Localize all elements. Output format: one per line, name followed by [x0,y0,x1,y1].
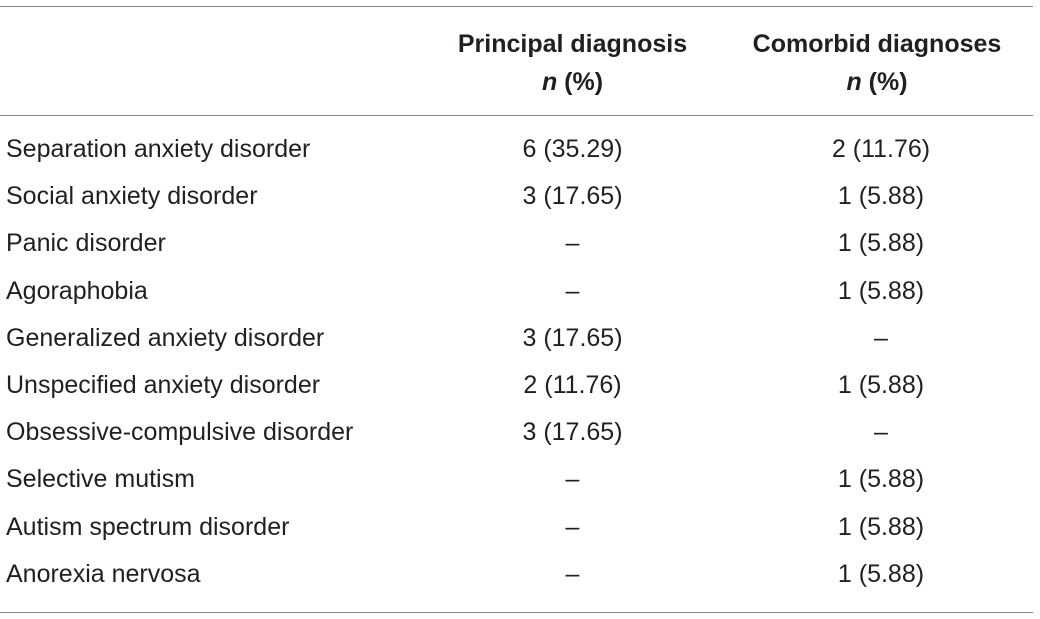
header-comorbid-diagnoses: Comorbid diagnoses n (%) [721,6,1033,116]
row-label: Panic disorder [6,229,166,258]
comorbid-n-symbol: n [846,68,862,96]
header-principal-diagnosis: Principal diagnosis n (%) [424,6,721,116]
principal-diagnosis-title: Principal diagnosis [457,30,688,58]
table-row: Panic disorder – 1 (5.88) [0,220,1033,267]
principal-value: 2 (11.76) [523,371,622,400]
comorbid-value: 1 (5.88) [721,550,1033,614]
header-row: Principal diagnosis n (%) Comorbid diagn… [0,6,1033,116]
comorbid-value: 2 (11.76) [831,135,931,163]
comorbid-value: 1 (5.88) [837,276,925,305]
table-row: Obsessive-compulsive disorder 3 (17.65) … [0,409,1033,456]
table-row: Anorexia nervosa – 1 (5.88) [0,550,1033,614]
row-label: Obsessive-compulsive disorder [6,418,354,447]
table-row: Agoraphobia – 1 (5.88) [0,268,1033,315]
table-row: Unspecified anxiety disorder 2 (11.76) 1… [0,362,1033,409]
row-label: Agoraphobia [6,276,148,305]
comorbid-diagnoses-title: Comorbid diagnoses [752,30,1002,58]
principal-diagnosis-unit: n (%) [424,63,721,101]
principal-value: – [424,550,721,614]
table-row: Separation anxiety disorder 6 (35.29) 2 … [0,116,1033,174]
row-label: Selective mutism [6,465,195,494]
comorbid-value: 1 (5.88) [837,465,925,494]
table-row: Selective mutism – 1 (5.88) [0,456,1033,503]
diagnoses-table: Principal diagnosis n (%) Comorbid diagn… [0,6,1033,614]
principal-percent-symbol: (%) [564,68,604,96]
row-label: Generalized anxiety disorder [6,323,325,352]
comorbid-percent-symbol: (%) [868,68,908,96]
principal-value: 3 (17.65) [522,182,623,211]
table-row: Social anxiety disorder 3 (17.65) 1 (5.8… [0,173,1033,220]
comorbid-diagnoses-unit: n (%) [721,63,1033,101]
row-label: Unspecified anxiety disorder [6,371,321,400]
comorbid-value: 1 (5.88) [837,371,925,400]
row-label: Separation anxiety disorder [6,135,311,163]
principal-value: – [565,512,580,541]
table-row: Autism spectrum disorder – 1 (5.88) [0,504,1033,551]
row-label: Social anxiety disorder [6,182,258,211]
table-header: Principal diagnosis n (%) Comorbid diagn… [0,6,1033,116]
comorbid-value: – [874,418,888,447]
principal-n-symbol: n [541,68,558,96]
header-label-cell [0,6,424,116]
comorbid-value: 1 (5.88) [837,229,925,258]
principal-value: 3 (17.65) [522,418,623,447]
comorbid-value: – [874,323,888,352]
comorbid-value: 1 (5.88) [837,512,925,541]
comorbid-value: 1 (5.88) [837,182,925,211]
table-body: Separation anxiety disorder 6 (35.29) 2 … [0,116,1033,614]
principal-value: 3 (17.65) [522,323,623,352]
principal-value: 6 (35.29) [522,135,623,163]
row-label: Autism spectrum disorder [6,512,290,541]
principal-value: – [565,465,580,494]
principal-value: – [565,276,580,305]
row-label: Anorexia nervosa [0,550,424,614]
table-row: Generalized anxiety disorder 3 (17.65) – [0,315,1033,362]
principal-value: – [565,229,580,258]
